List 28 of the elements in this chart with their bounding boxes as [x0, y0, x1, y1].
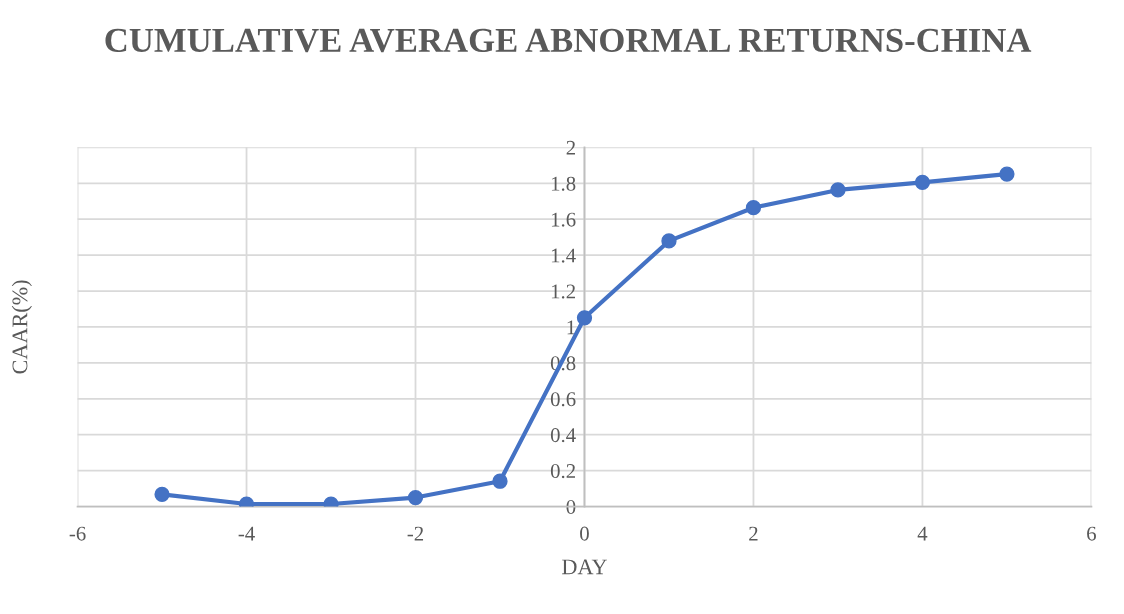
- y-tick-label: 1.2: [551, 284, 575, 299]
- point: [661, 233, 677, 249]
- x-tick-label: 4: [917, 526, 928, 541]
- x-tick-label: -2: [407, 526, 424, 541]
- y-tick-label: 1.6: [551, 212, 576, 227]
- point: [576, 310, 593, 326]
- x-axis-title: DAY: [562, 559, 607, 575]
- y-tick-label: 1.4: [551, 248, 576, 263]
- y-tick-label: 0.6: [550, 392, 576, 407]
- x-tick-label: -6: [69, 526, 86, 541]
- x-tick-label: -4: [238, 526, 255, 541]
- point: [492, 473, 508, 489]
- y-tick-label: 0.4: [550, 428, 576, 443]
- point: [407, 489, 424, 506]
- x-tick-label: 6: [1087, 526, 1096, 541]
- point: [154, 486, 170, 502]
- y-tick-label: 1: [567, 320, 575, 335]
- x-tick-label: 0: [580, 526, 589, 541]
- point: [830, 182, 846, 198]
- point: [999, 166, 1015, 182]
- point: [914, 174, 931, 191]
- y-axis-title: CAAR(%): [11, 280, 32, 374]
- y-tick-label: 1.8: [551, 176, 576, 191]
- point: [745, 200, 762, 216]
- chart-title: CUMULATIVE AVERAGE ABNORMAL RETURNS-CHINA: [105, 28, 1032, 53]
- y-tick-label: 0.2: [550, 464, 575, 479]
- x-tick-label: 2: [749, 526, 758, 541]
- y-tick-label: 2: [566, 140, 575, 155]
